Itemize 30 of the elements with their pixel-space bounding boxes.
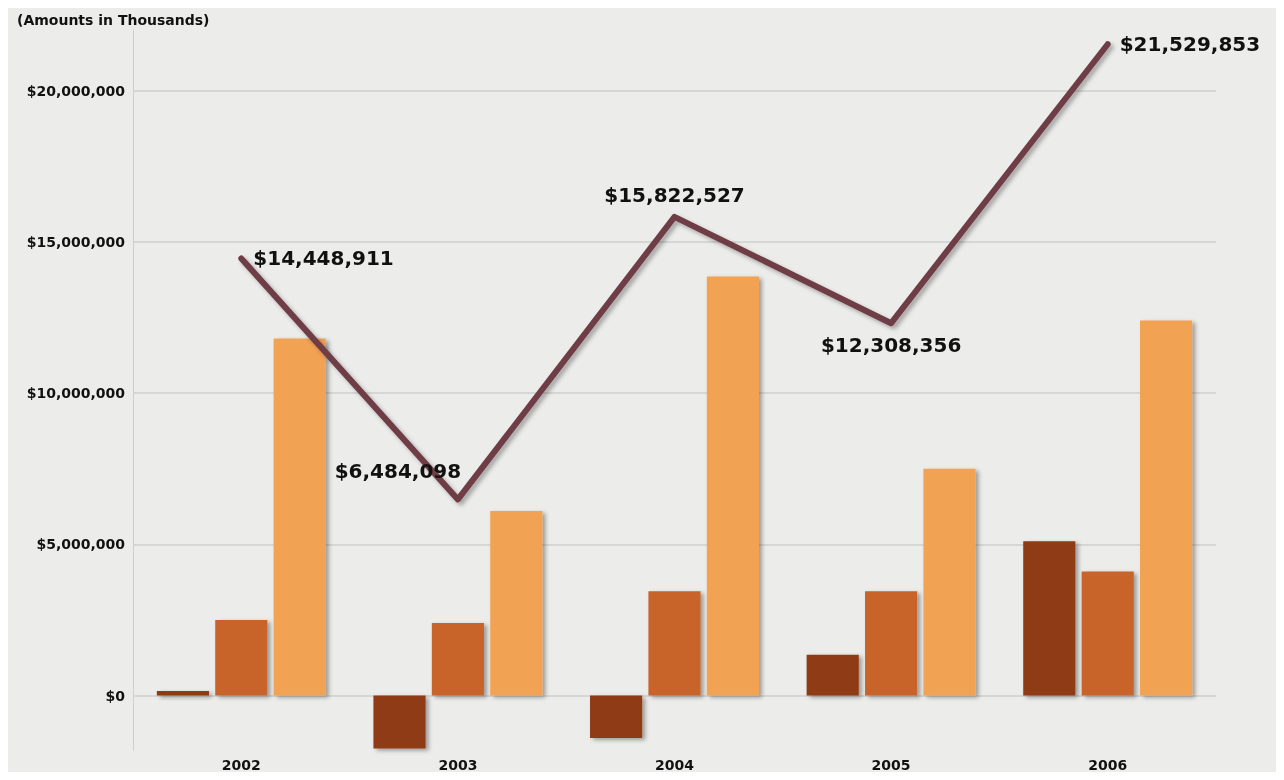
y-tick-label: $10,000,000 <box>26 385 126 402</box>
bar <box>865 591 918 696</box>
y-tick-label: $0 <box>105 687 126 704</box>
y-tick-label: $20,000,000 <box>26 82 126 99</box>
x-tick-label: 2004 <box>655 757 695 773</box>
chart-subtitle: (Amounts in Thousands) <box>17 12 210 28</box>
y-tick-label: $15,000,000 <box>26 233 126 250</box>
bar <box>923 468 976 696</box>
bar <box>706 276 759 696</box>
bar <box>373 695 426 749</box>
bar <box>648 591 701 696</box>
bar <box>1023 541 1076 696</box>
bar <box>1140 320 1193 696</box>
data-label: $21,529,853 <box>1119 32 1261 57</box>
bar <box>490 511 543 696</box>
bar <box>273 338 326 696</box>
bar <box>215 619 268 696</box>
bar <box>156 691 209 696</box>
y-tick-label: $5,000,000 <box>36 536 126 553</box>
data-label: $15,822,527 <box>604 182 745 207</box>
data-label: $14,448,911 <box>253 246 394 271</box>
x-tick-label: 2003 <box>438 757 478 773</box>
bar <box>806 654 859 696</box>
x-tick-label: 2006 <box>1088 757 1128 773</box>
data-label: $12,308,356 <box>820 333 962 358</box>
x-tick-label: 2002 <box>221 757 261 773</box>
bar <box>1081 571 1134 696</box>
bar <box>431 622 484 696</box>
bar <box>590 695 643 738</box>
x-tick-label: 2005 <box>871 757 911 773</box>
